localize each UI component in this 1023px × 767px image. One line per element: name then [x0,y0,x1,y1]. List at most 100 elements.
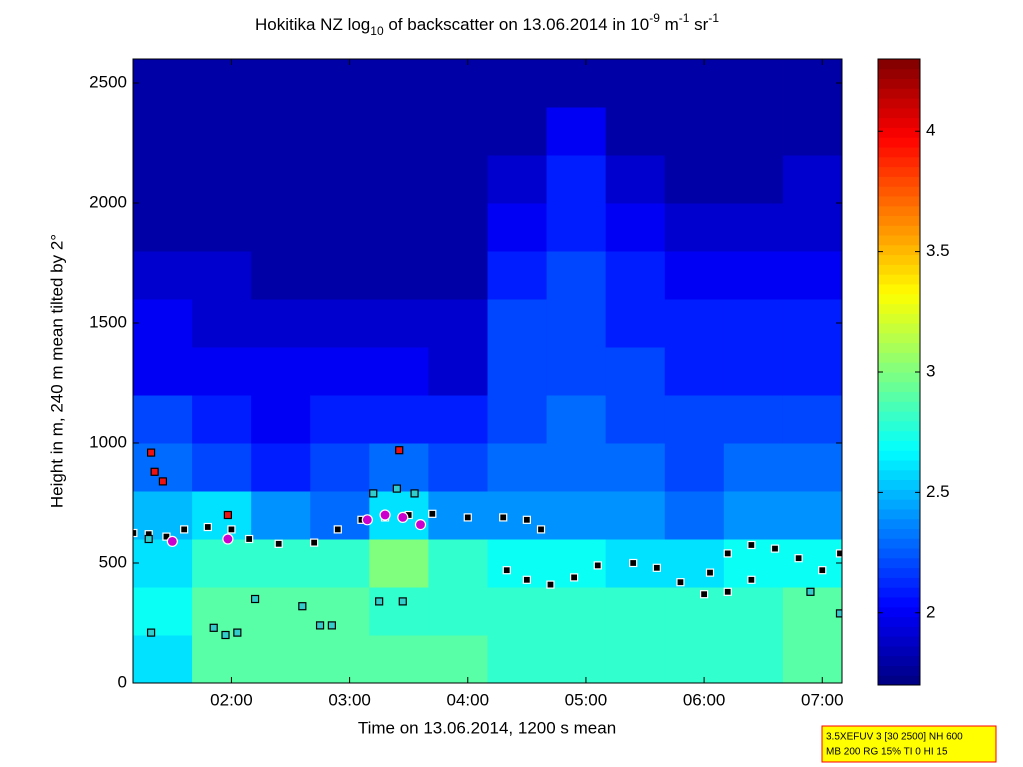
heatmap-cell [133,299,193,348]
x-tick-label: 05:00 [565,690,608,709]
marker [395,446,404,455]
marker [221,630,230,640]
heatmap-cell [605,203,666,252]
colorbar-swatch [878,107,920,119]
heatmap-cell [192,155,252,204]
marker [705,568,715,577]
y-tick-label: 500 [99,552,127,571]
marker [144,534,153,544]
marker [379,509,391,521]
colorbar-swatch [878,137,920,148]
marker [369,489,378,498]
title-part: of backscatter on 13.06.2014 in 10 [384,15,650,34]
heatmap-cell [369,299,429,348]
heatmap-cell [428,443,488,492]
marker [310,538,319,547]
colorbar-swatch [878,264,920,275]
heatmap-cell [192,395,252,444]
marker [315,621,325,630]
heatmap-cell [782,395,842,444]
colorbar-swatch [878,127,920,138]
heatmap-cell [782,299,842,348]
y-tick-label: 2500 [89,72,127,91]
marker [428,509,437,518]
heatmap-cell [487,395,548,444]
heatmap-cell [251,203,311,252]
heatmap-cell [192,299,252,348]
heatmap-cell [133,347,193,396]
heatmap-cell [664,347,725,396]
heatmap-cell [192,59,252,108]
heatmap-cell [428,155,488,204]
heatmap-cell [487,155,548,204]
heatmap-cell [605,491,666,540]
heatmap-cell [310,251,370,300]
heatmap-cell [723,587,784,636]
heatmap-cell [546,635,607,683]
heatmap-cell [428,539,488,588]
heatmap-cell [546,347,607,396]
heatmap-cell [369,347,429,396]
heatmap-cell [782,155,842,204]
heatmap-cell [133,59,193,108]
heatmap-cell [192,251,252,300]
heatmap-cell [782,107,842,156]
colorbar-swatch [878,78,920,89]
marker [499,513,508,522]
heatmap-cell [782,491,842,540]
marker [747,575,756,584]
heatmap-cell [546,395,607,444]
heatmap-cell [605,59,666,108]
colorbar-swatch [878,469,920,481]
heatmap-cell [723,59,784,108]
marker [209,623,218,632]
marker [522,515,531,524]
heatmap-cell [487,635,548,683]
colorbar-swatch [878,577,920,588]
colorbar-swatch [878,156,920,168]
y-tick-label: 0 [118,672,127,691]
heatmap-cell [310,299,370,348]
marker [835,549,842,558]
colorbar-swatch [878,342,920,353]
colorbar-swatch [878,675,920,686]
marker [274,539,283,548]
heatmap-cell [546,59,607,108]
marker [410,489,419,498]
heatmap-cell [428,203,488,252]
colorbar-swatch [878,411,920,422]
plot-frame [132,58,843,684]
heatmap-cell [664,635,725,683]
heatmap-cell [133,635,193,683]
title-sup: -9 [649,11,660,25]
colorbar-swatch [878,665,920,676]
heatmap-cell [428,395,488,444]
heatmap-cell [369,107,429,156]
heatmap-cell [605,155,666,204]
heatmap-cell [428,347,488,396]
chart-title: Hokitika NZ log10 of backscatter on 13.0… [255,11,719,38]
heatmap-cell [369,539,429,588]
y-tick-label: 1000 [89,432,127,451]
colorbar-swatch [878,293,920,305]
marker [233,628,242,637]
marker [222,533,234,545]
heatmap-cell [251,107,311,156]
heatmap-cell [546,203,607,252]
heatmap-cell [723,107,784,156]
heatmap-cell [428,491,488,540]
heatmap-cell [782,539,842,588]
colorbar-swatch [878,176,920,187]
heatmap-cell [546,107,607,156]
heatmap-cell [251,395,311,444]
colorbar-swatch [878,352,920,363]
x-tick-label: 03:00 [328,690,371,709]
marker [361,514,373,526]
heatmap-cell [723,491,784,540]
heatmap-cell [192,635,252,683]
marker [723,587,732,596]
heatmap-cell [546,299,607,348]
heatmap-cell [605,107,666,156]
title-part: sr [689,15,708,34]
